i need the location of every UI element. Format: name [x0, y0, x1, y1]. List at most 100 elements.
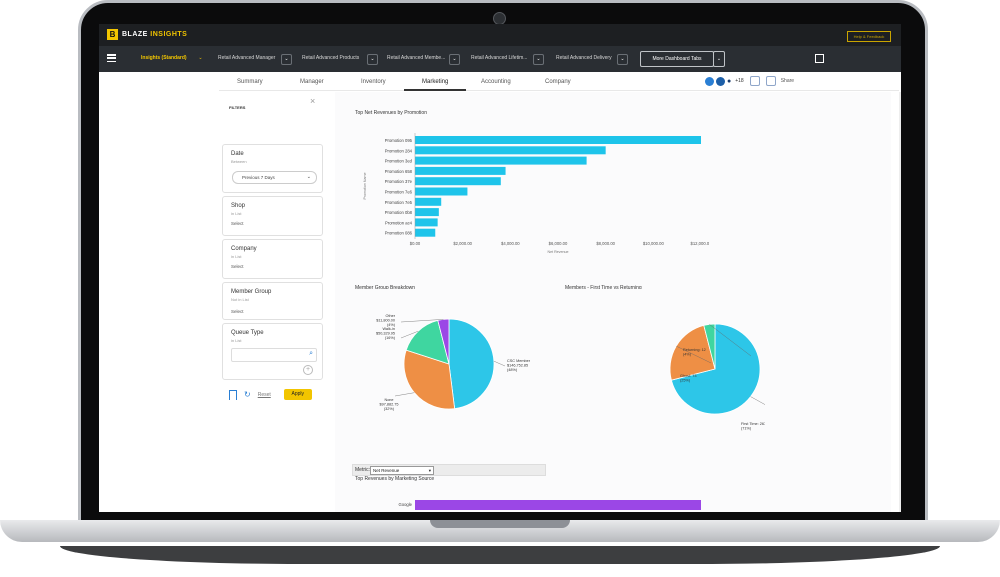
- search-icon[interactable]: ⌕: [309, 350, 313, 357]
- nav-item-retail-advanced-member[interactable]: Retail Advanced Membe...: [387, 55, 446, 61]
- slice-label: First Time: 267: [741, 422, 765, 426]
- slice-label: Returning: 12: [683, 348, 706, 352]
- date-range-select[interactable]: Previous 7 Days ⌄: [232, 171, 317, 184]
- shop-filter-operator: in List: [231, 211, 242, 216]
- bar[interactable]: [415, 500, 701, 510]
- slice-value: $146,752.85: [507, 364, 528, 368]
- bar[interactable]: [415, 228, 436, 237]
- bookmark-icon[interactable]: [229, 389, 237, 400]
- bar[interactable]: [415, 187, 468, 196]
- x-tick-label: $0.00: [410, 241, 421, 246]
- chart-title-first-time: Members - First Time vs Returning: [565, 285, 642, 289]
- category-label: Promotion 37e: [385, 179, 413, 184]
- add-icon[interactable]: +: [303, 365, 313, 375]
- metric-label: Metric:: [355, 467, 370, 473]
- base-top: [0, 520, 1000, 542]
- slice-value: $11,800.00: [376, 319, 395, 323]
- leader-line: [709, 324, 752, 357]
- member-group-select[interactable]: Select: [231, 309, 244, 314]
- bar[interactable]: [415, 218, 438, 227]
- date-filter-label: Date: [231, 151, 244, 157]
- bar[interactable]: [415, 177, 501, 186]
- x-tick-label: $10,000.00: [643, 241, 665, 246]
- tab-manager[interactable]: Manager: [300, 79, 324, 85]
- queue-type-input[interactable]: ⌕: [231, 348, 317, 362]
- tab-company[interactable]: Company: [545, 79, 571, 85]
- slice-label: Walk-in: [382, 327, 395, 331]
- chart-title-promotion: Top Net Revenues by Promotion: [355, 110, 427, 116]
- apply-button[interactable]: Apply: [283, 389, 312, 400]
- chevron-down-icon[interactable]: ⌄: [281, 54, 292, 65]
- category-label: Promotion ac4: [385, 220, 413, 225]
- logo[interactable]: B BLAZE INSIGHTS: [107, 29, 187, 40]
- laptop-base: [0, 520, 1000, 577]
- queue-type-filter: Queue Type in List ⌕ +: [222, 323, 323, 380]
- shop-select[interactable]: Select: [231, 221, 244, 226]
- tab-inventory[interactable]: Inventory: [361, 79, 386, 85]
- app-topbar: B BLAZE INSIGHTS Help & Feedback: [99, 24, 901, 46]
- share-button[interactable]: Share: [780, 78, 795, 84]
- tab-marketing[interactable]: Marketing: [422, 79, 449, 85]
- chevron-down-icon[interactable]: ⌄: [367, 54, 378, 65]
- nav-item-retail-advanced-manager[interactable]: Retail Advanced Manager: [218, 55, 276, 61]
- hamburger-menu-icon[interactable]: [107, 54, 116, 62]
- bar[interactable]: [415, 156, 587, 165]
- pie-slice[interactable]: [448, 318, 495, 410]
- user-avatar-icon[interactable]: [716, 76, 725, 86]
- close-icon[interactable]: ×: [310, 96, 316, 106]
- refresh-icon[interactable]: ↻: [244, 390, 251, 399]
- bar[interactable]: [415, 208, 439, 217]
- leader-line: [676, 345, 712, 364]
- chart-title-member-group: Member Group Breakdown: [355, 285, 416, 289]
- category-label: Promotion 3ed: [385, 159, 413, 164]
- screen: B BLAZE INSIGHTS Help & Feedback Insight…: [99, 24, 901, 512]
- more-dashboard-tabs-button[interactable]: More Dashboard Tabs: [640, 51, 714, 67]
- chart-title-marketing-source: Top Revenues by Marketing Source: [355, 476, 435, 482]
- company-filter-operator: in List: [231, 254, 242, 259]
- vertical-scrollbar[interactable]: [899, 92, 901, 512]
- bar[interactable]: [415, 136, 701, 144]
- company-select[interactable]: Select: [231, 264, 244, 269]
- tab-summary[interactable]: Summary: [237, 79, 263, 85]
- base-notch: [430, 520, 570, 528]
- chevron-down-icon[interactable]: ⌄: [198, 55, 203, 61]
- dashboard-navbar: Insights (Standard) ⌄ Retail Advanced Ma…: [99, 46, 901, 72]
- nav-item-retail-advanced-lifetime[interactable]: Retail Advanced Lifetim...: [471, 55, 528, 61]
- nav-item-retail-advanced-delivery[interactable]: Retail Advanced Delivery: [556, 55, 612, 61]
- user-avatar-icon[interactable]: [705, 76, 714, 86]
- nav-item-insights-standard[interactable]: Insights (Standard): [141, 55, 187, 61]
- bar[interactable]: [415, 197, 442, 206]
- nav-item-retail-advanced-products[interactable]: Retail Advanced Products: [302, 55, 360, 61]
- rss-icon[interactable]: [749, 76, 760, 86]
- metric-bar: Metric: Net Revenue ▾: [352, 464, 546, 476]
- chevron-down-icon[interactable]: ⌄: [533, 54, 544, 65]
- leader-line: [750, 396, 765, 405]
- chevron-down-icon[interactable]: ⌄: [617, 54, 628, 65]
- date-filter-operator: Between: [231, 159, 247, 164]
- drop-icon[interactable]: ●: [727, 77, 732, 85]
- shop-filter-label: Shop: [231, 203, 246, 209]
- active-tab-indicator: [404, 89, 466, 91]
- chevron-down-icon[interactable]: ⌄: [713, 51, 725, 67]
- chevron-down-icon[interactable]: ⌄: [449, 54, 460, 65]
- queue-type-filter-label: Queue Type: [231, 330, 264, 336]
- help-feedback-button[interactable]: Help & Feedback: [847, 31, 891, 42]
- pie-slice[interactable]: [437, 318, 450, 365]
- bar[interactable]: [415, 166, 506, 175]
- x-tick-label: $8,000.00: [596, 241, 615, 246]
- slice-label: None: [384, 398, 393, 402]
- metric-select[interactable]: Net Revenue ▾: [370, 466, 434, 475]
- pie-slice[interactable]: [403, 349, 456, 410]
- fullscreen-icon[interactable]: [815, 54, 824, 63]
- tab-divider: [219, 90, 899, 91]
- category-label: Promotion 086: [385, 231, 413, 236]
- slice-percent: (71%): [741, 427, 752, 431]
- pie-slice[interactable]: [405, 319, 450, 365]
- tab-accounting[interactable]: Accounting: [481, 79, 511, 85]
- lock-icon[interactable]: [765, 76, 776, 86]
- bar[interactable]: [415, 146, 606, 155]
- reset-button[interactable]: Reset: [257, 391, 271, 398]
- slice-label: CSC Member: [507, 359, 531, 363]
- category-label: Promotion 284: [385, 148, 413, 153]
- category-label: Promotion 0b8: [385, 210, 413, 215]
